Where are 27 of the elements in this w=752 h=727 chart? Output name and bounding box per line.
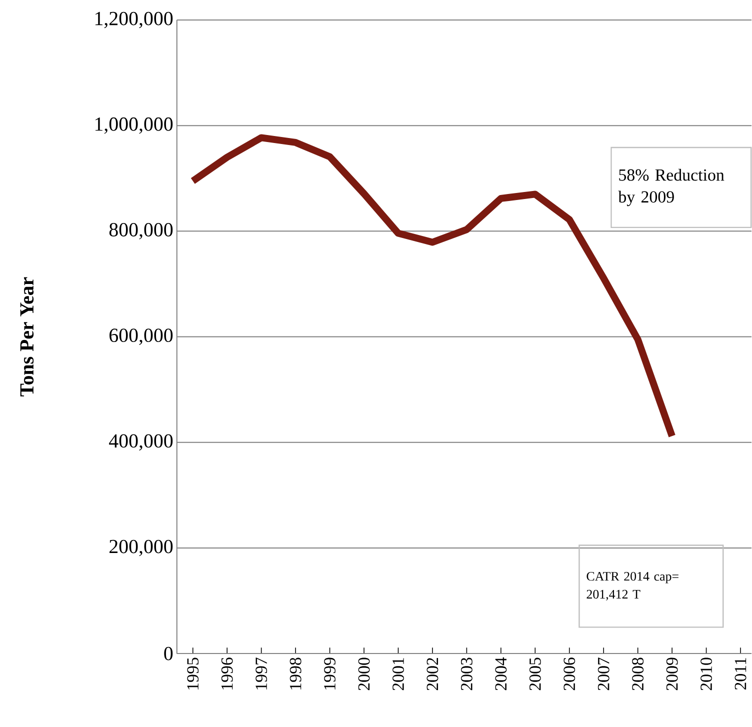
y-axis-title: Tons Per Year (20, 277, 34, 397)
y-tick-label: 800,000 (109, 223, 173, 240)
x-tick-label: 2000 (358, 658, 370, 690)
annotation: CATR 2014 cap= 201,412 T (586, 572, 678, 601)
y-tick-label: 1,200,000 (95, 12, 173, 28)
y-tick-label: 0 (164, 647, 173, 661)
x-tick-label: 2003 (460, 658, 472, 690)
x-tick-label: 2002 (426, 658, 438, 690)
x-tick-label: 1999 (324, 658, 336, 690)
x-tick-label: 2008 (632, 658, 644, 690)
x-tick-label: 1996 (221, 658, 233, 690)
x-tick-label: 2006 (564, 658, 576, 690)
x-tick-label: 1997 (256, 658, 268, 690)
x-tick-label: 2004 (495, 658, 507, 690)
x-tick-label: 1998 (290, 658, 302, 690)
y-tick-label: 600,000 (110, 328, 173, 346)
x-tick-label: 2005 (529, 658, 541, 690)
x-tick-label: 1995 (187, 658, 199, 690)
x-tick-label: 2010 (700, 658, 712, 690)
y-tick-label: 200,000 (110, 540, 173, 556)
annotation: 58% Reduction by 2009 (618, 169, 724, 206)
y-tick-label: 400,000 (109, 434, 173, 451)
x-tick-label: 2001 (392, 658, 404, 690)
y-tick-label: 1,000,000 (95, 118, 173, 134)
x-tick-label: 2011 (734, 658, 746, 690)
x-tick-label: 2007 (598, 658, 610, 690)
x-tick-label: 2009 (666, 658, 678, 690)
